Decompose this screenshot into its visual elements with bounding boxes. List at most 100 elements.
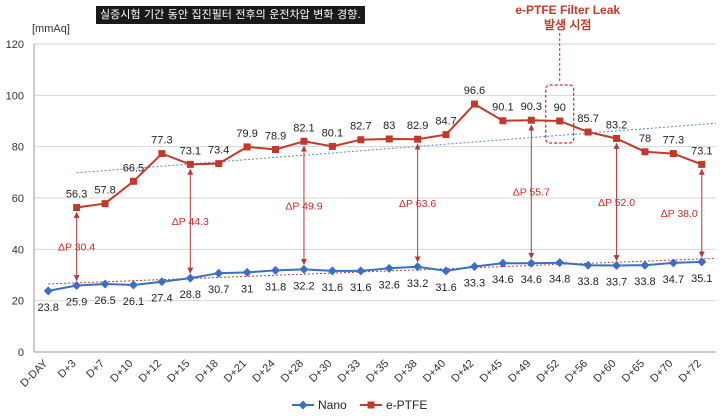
delta-label: ΔP 55.7 [513,187,550,199]
data-label: 83.2 [606,119,627,131]
data-point [186,274,195,283]
data-point [555,258,564,267]
data-point [157,277,166,286]
x-tick-label: D+21 [222,358,249,385]
x-tick-label: D+60 [591,358,618,385]
data-label: 31 [241,283,253,295]
y-axis-label: [mmAq] [32,23,70,35]
x-tick-label: D+28 [279,358,306,385]
data-point [414,136,421,143]
x-tick-label: D+70 [648,358,675,385]
x-tick-label: D+24 [250,358,277,385]
data-label: 25.9 [66,297,87,309]
x-tick-label: D+3 [56,358,79,381]
data-label: 31.6 [322,282,343,294]
data-point [129,281,138,290]
chart-container: 실증시험 기간 동안 집진필터 전후의 운전차압 변화 경향. 0 20 40 60 8… [0,0,720,416]
data-point [584,261,593,270]
data-label: 56.3 [66,188,87,200]
delta-label: ΔP 63.6 [399,198,436,210]
x-tick-label: D+42 [449,358,476,385]
event-label-line2: 발생 시점 [544,17,592,32]
data-label: 31.6 [350,282,371,294]
data-point [328,266,337,275]
data-point [585,129,592,136]
x-tick-label: D+15 [165,358,192,385]
data-point [499,117,506,124]
x-tick-label: D-DAY [18,357,51,390]
data-label: 84.7 [435,116,456,128]
data-point [357,136,364,143]
x-tick-label: D+38 [392,358,419,385]
data-label: 34.6 [521,274,542,286]
data-point [471,101,478,108]
data-label: 30.7 [208,284,229,296]
x-tick-label: D+45 [478,358,505,385]
data-point [442,266,451,275]
data-label: 33.8 [634,276,655,288]
data-label: 85.7 [577,113,598,125]
data-label: 82.7 [350,121,371,133]
legend-marker [368,402,375,409]
data-point [356,266,365,275]
x-tick-label: D+65 [620,358,647,385]
data-point [300,138,307,145]
data-point [670,150,677,157]
delta-label: ΔP 30.4 [58,242,95,254]
x-tick-label: D+40 [421,358,448,385]
data-point [215,160,222,167]
data-label: 73.1 [180,145,201,157]
x-tick-label: D+33 [336,358,363,385]
data-label: 31.8 [265,281,286,293]
data-label: 80.1 [322,127,343,139]
data-label: 26.1 [123,296,144,308]
data-label: 33.8 [577,276,598,288]
data-point [102,200,109,207]
data-point [385,264,394,273]
data-label: 83 [383,120,395,132]
data-point [272,146,279,153]
legend-label-nano: Nano [318,398,347,412]
x-tick-label: D+56 [563,358,590,385]
data-label: 35.1 [691,273,712,285]
legend-marker [299,401,308,410]
event-label-line1: e-PTFE Filter Leak [515,3,620,17]
data-label: 33.3 [464,278,485,290]
data-point [271,266,280,275]
data-point [44,286,53,295]
data-label: 82.9 [407,120,428,132]
delta-label: ΔP 38.0 [661,208,698,220]
y-tick-label: 40 [12,244,24,256]
x-tick-label: D+18 [194,358,221,385]
y-tick-label: 0 [18,347,24,359]
data-label: 33.7 [606,277,627,289]
data-label: 31.6 [435,282,456,294]
data-point [158,150,165,157]
data-label: 23.8 [37,302,58,314]
data-label: 90 [554,102,566,114]
data-label: 78.9 [265,130,286,142]
data-point [613,135,620,142]
data-point [214,269,223,278]
y-tick-label: 80 [12,142,24,154]
data-label: 96.6 [464,85,485,97]
data-point [698,161,705,168]
data-label: 32.2 [293,280,314,292]
x-tick-label: D+49 [506,358,533,385]
data-label: 79.9 [236,128,257,140]
data-point [244,143,251,150]
x-tick-label: D+7 [84,358,107,381]
data-point [443,131,450,138]
data-point [527,259,536,268]
data-point [72,281,81,290]
data-label: 77.3 [663,135,684,147]
delta-label: ΔP 44.3 [172,216,209,228]
data-label: 27.4 [151,293,172,305]
x-tick-label: D+35 [364,358,391,385]
data-point [299,265,308,274]
data-point [386,135,393,142]
data-point [470,262,479,271]
legend-label-e-ptfe: e-PTFE [386,398,427,412]
data-label: 90.3 [521,101,542,113]
y-tick-label: 20 [12,296,24,308]
